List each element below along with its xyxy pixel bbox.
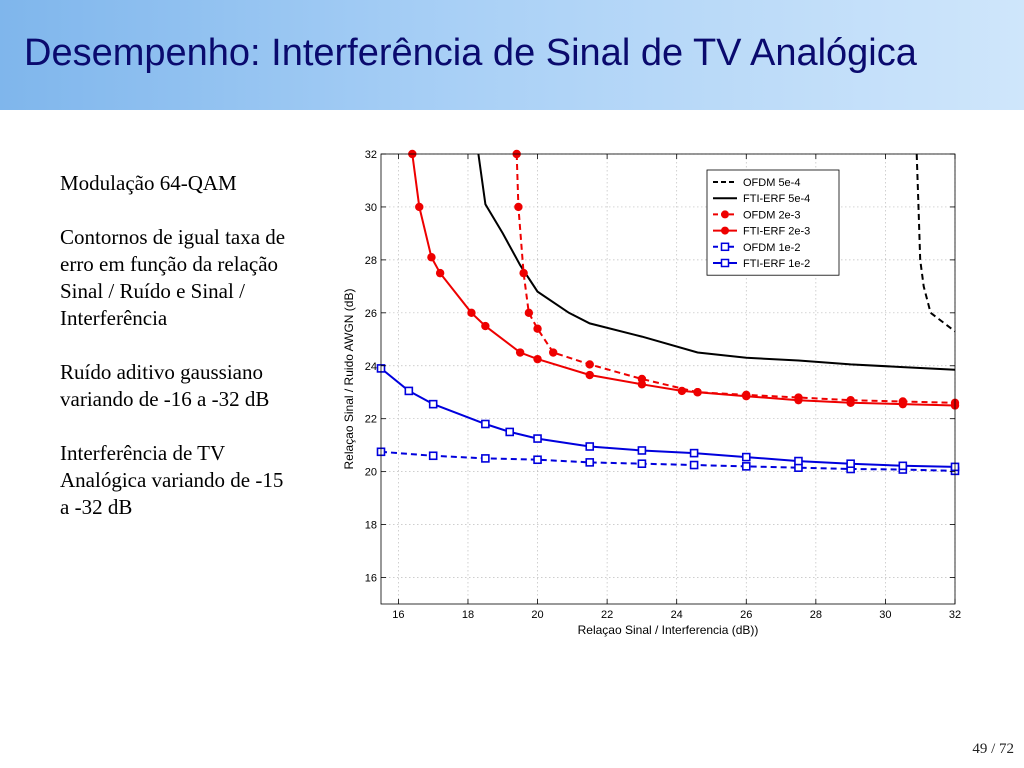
x-tick-label: 22 xyxy=(601,609,613,621)
data-point xyxy=(533,324,542,333)
data-point xyxy=(741,452,751,462)
data-point xyxy=(505,427,515,437)
data-point xyxy=(846,459,855,469)
data-point xyxy=(741,462,751,471)
data-point xyxy=(514,202,523,212)
data-point xyxy=(689,448,699,458)
x-tick-label: 26 xyxy=(740,609,752,621)
page-number: 49 / 72 xyxy=(972,741,1014,757)
data-point xyxy=(898,461,908,471)
legend-label: FTI-ERF 1e-2 xyxy=(743,258,810,270)
data-point xyxy=(677,386,687,396)
y-tick-label: 22 xyxy=(365,414,377,426)
x-tick-label: 18 xyxy=(462,609,474,621)
x-tick-label: 28 xyxy=(810,609,822,621)
data-point xyxy=(467,308,476,318)
data-point xyxy=(794,395,803,405)
slide-title: Desempenho: Interferência de Sinal de TV… xyxy=(24,32,917,74)
bullet-list: Modulação 64-QAM Contornos de igual taxa… xyxy=(60,170,290,548)
y-axis-label: Relaçao Sinal / Ruido AWGN (dB) xyxy=(342,289,356,470)
bullet-item: Interferência de TV Analógica variando d… xyxy=(60,441,284,519)
series-line xyxy=(515,153,956,404)
series-line xyxy=(915,153,956,333)
y-tick-label: 18 xyxy=(365,520,377,532)
legend-marker xyxy=(720,258,730,268)
data-point xyxy=(435,268,445,278)
x-axis-label: Relaçao Sinal / Interferencia (dB)) xyxy=(578,623,759,637)
y-tick-label: 28 xyxy=(365,255,377,267)
data-point xyxy=(481,321,490,331)
legend-marker xyxy=(721,226,729,235)
y-tick-label: 32 xyxy=(365,149,377,161)
x-tick-label: 16 xyxy=(392,609,404,621)
series-line xyxy=(380,450,956,472)
data-point xyxy=(519,268,528,278)
data-point xyxy=(533,455,542,465)
series-line xyxy=(380,367,956,468)
y-tick-label: 30 xyxy=(365,202,377,214)
x-tick-label: 24 xyxy=(671,609,683,621)
data-point xyxy=(637,459,647,469)
data-point xyxy=(428,451,438,461)
data-point xyxy=(415,202,424,212)
legend-label: OFDM 1e-2 xyxy=(743,242,800,254)
data-point xyxy=(637,380,647,389)
legend-label: FTI-ERF 5e-4 xyxy=(743,193,810,205)
bullet-item: Contornos de igual taxa de erro em funçã… xyxy=(60,225,286,330)
plot-area xyxy=(381,154,955,604)
data-point xyxy=(404,386,414,396)
data-point xyxy=(794,456,803,466)
legend-label: FTI-ERF 2e-3 xyxy=(743,226,810,238)
y-tick-label: 26 xyxy=(365,308,377,320)
data-point xyxy=(549,348,558,357)
data-point xyxy=(481,419,490,429)
data-point xyxy=(481,454,490,463)
legend-box xyxy=(706,169,840,276)
legend-label: OFDM 5e-4 xyxy=(743,177,800,189)
legend-label: OFDM 2e-3 xyxy=(743,209,800,221)
data-point xyxy=(515,348,525,357)
y-tick-label: 16 xyxy=(365,573,377,585)
data-point xyxy=(585,458,595,467)
x-tick-label: 30 xyxy=(879,609,891,621)
x-tick-label: 32 xyxy=(949,609,961,621)
data-point xyxy=(427,253,436,262)
data-point xyxy=(637,446,647,455)
bullet-item: Modulação 64-QAM xyxy=(60,171,237,195)
data-point xyxy=(533,354,542,364)
data-point xyxy=(524,308,534,318)
series-line xyxy=(477,153,956,371)
data-point xyxy=(846,398,855,408)
data-point xyxy=(585,370,594,380)
data-point xyxy=(898,399,908,409)
x-tick-label: 20 xyxy=(531,609,543,621)
data-point xyxy=(585,442,595,451)
legend-marker xyxy=(721,210,729,219)
slide-header: Desempenho: Interferência de Sinal de TV… xyxy=(0,0,1024,110)
legend-marker xyxy=(720,242,730,252)
contour-chart: 16 18 20 22 24 26 28 30 32 16 18 20 22 24 26 28 30 32 Rela… xyxy=(342,149,961,637)
data-point xyxy=(742,392,751,401)
axes-box xyxy=(380,153,956,605)
data-point xyxy=(693,388,702,397)
y-tick-label: 24 xyxy=(365,361,377,373)
data-point xyxy=(585,360,594,369)
data-point xyxy=(689,460,699,470)
data-point xyxy=(428,399,438,409)
bullet-item: Ruído aditivo gaussiano variando de -16 … xyxy=(60,360,270,411)
data-point xyxy=(533,434,542,443)
y-tick-label: 20 xyxy=(365,467,377,479)
